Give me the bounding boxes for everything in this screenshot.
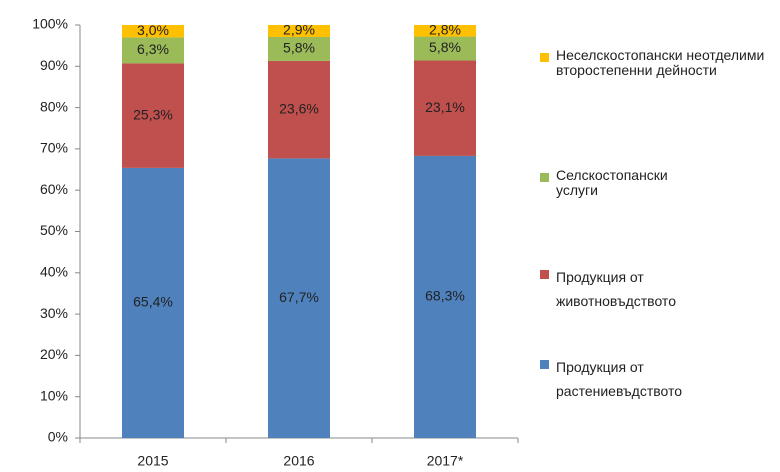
y-tick-label: 80%	[40, 98, 68, 114]
bar-segment	[414, 155, 476, 438]
legend-label: Селскостопански услуги	[556, 167, 668, 198]
bar-segment	[268, 25, 330, 37]
legend-swatch	[540, 173, 549, 182]
bar-segment	[122, 63, 184, 168]
legend-swatch	[540, 53, 549, 62]
y-tick-label: 40%	[40, 264, 68, 280]
bar-segment	[268, 60, 330, 159]
value-label: 5,8%	[283, 40, 315, 56]
y-tick-label: 10%	[40, 387, 68, 403]
legend-label: Неселскостопански неотделими второстепен…	[556, 47, 765, 78]
bar-segment	[122, 25, 184, 38]
y-tick-label: 100%	[32, 16, 68, 32]
y-tick-label: 50%	[40, 222, 68, 238]
legend-swatch	[540, 360, 549, 369]
x-tick-label: 2017*	[427, 453, 464, 469]
bar-segment	[414, 25, 476, 37]
value-label: 5,8%	[429, 39, 461, 55]
x-tick-label: 2015	[137, 453, 168, 469]
bar-segment	[122, 167, 184, 438]
value-label: 3,0%	[137, 22, 169, 38]
value-label: 2,8%	[429, 21, 461, 37]
y-tick-label: 20%	[40, 346, 68, 362]
legend-swatch	[540, 270, 549, 279]
value-label: 25,3%	[133, 106, 173, 122]
value-label: 65,4%	[133, 294, 173, 310]
value-label: 23,1%	[425, 99, 465, 115]
value-label: 23,6%	[279, 100, 319, 116]
y-tick-label: 30%	[40, 305, 68, 321]
y-tick-label: 90%	[40, 57, 68, 73]
y-tick-label: 60%	[40, 181, 68, 197]
x-tick-label: 2016	[283, 453, 314, 469]
value-label: 67,7%	[279, 289, 319, 305]
y-tick-label: 70%	[40, 140, 68, 156]
bar-segment	[268, 158, 330, 439]
value-label: 2,9%	[283, 22, 315, 38]
bar-segment	[268, 36, 330, 61]
legend-label: Продукция от животновъдството	[556, 269, 676, 309]
bar-segment	[414, 60, 476, 156]
value-label: 6,3%	[137, 41, 169, 57]
bar-segment	[414, 36, 476, 61]
legend-label: Продукция от растениевъдството	[556, 359, 683, 399]
value-label: 68,3%	[425, 288, 465, 304]
bar-segment	[122, 37, 184, 64]
y-tick-label: 0%	[48, 429, 68, 445]
